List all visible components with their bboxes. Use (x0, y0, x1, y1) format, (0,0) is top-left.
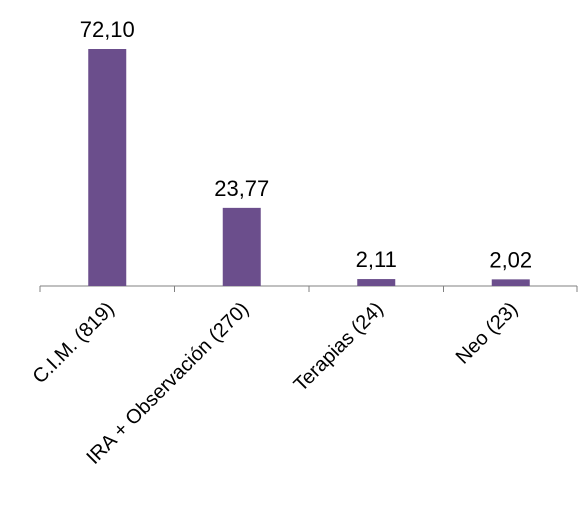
bar-value-label: 72,10 (80, 17, 135, 42)
bar (222, 207, 261, 286)
bar-value-label: 23,77 (214, 176, 269, 201)
category-label: C.I.M. (819) (29, 298, 119, 388)
category-labels: C.I.M. (819)IRA + Observación (270) Terap… (29, 298, 523, 469)
bars (88, 49, 530, 286)
bar-value-label: 2,11 (356, 247, 397, 272)
bar (357, 279, 396, 286)
bar-value-label: 2,02 (489, 247, 532, 272)
category-label: Terapias (24) (290, 298, 388, 396)
value-labels: 72,10 23,77 2,11 2,02 (80, 17, 532, 272)
bar (491, 279, 530, 286)
x-axis (39, 285, 578, 292)
bar (88, 49, 127, 286)
category-label: Neo (23) (452, 298, 523, 369)
